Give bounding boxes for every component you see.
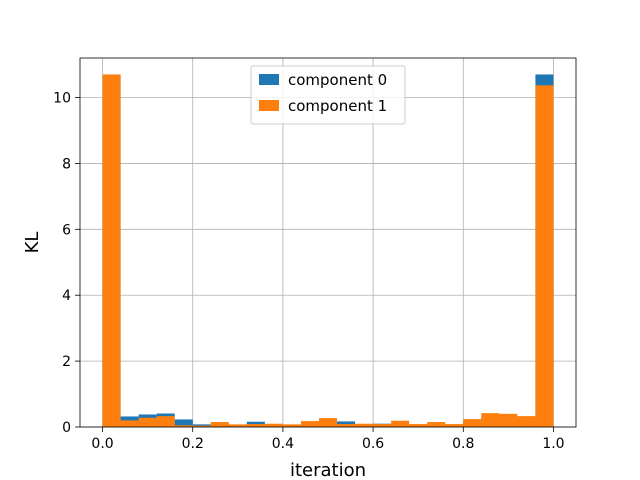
bar-component-1 — [373, 424, 392, 427]
bar-component-1 — [282, 424, 301, 427]
legend-box — [250, 65, 406, 125]
bar-component-1 — [156, 416, 175, 427]
ticks: 0.0 0.2 0.4 0.6 0.8 1.0 0 2 4 6 8 10 — [53, 91, 564, 452]
x-tick-label: 0.2 — [182, 436, 204, 452]
bar-component-1 — [409, 424, 428, 427]
legend: component 0 component 1 — [250, 65, 406, 125]
bar-component-1 — [102, 74, 121, 428]
plot-frame — [79, 57, 577, 428]
y-axis-label: KL — [22, 232, 43, 254]
bar-component-1 — [355, 423, 374, 427]
y-tick-label: 4 — [62, 288, 71, 304]
bar-component-1 — [445, 424, 464, 427]
bar-component-1 — [535, 85, 554, 428]
bar-component-1 — [499, 413, 518, 427]
legend-swatch-component-1 — [259, 100, 279, 111]
bar-component-1 — [391, 420, 410, 427]
x-tick-label: 0.0 — [91, 436, 113, 452]
bar-component-1 — [138, 417, 157, 427]
legend-label-component-0: component 0 — [288, 71, 387, 89]
bar-component-1 — [120, 420, 139, 427]
bar-component-1 — [228, 424, 247, 427]
bar-component-1 — [463, 419, 482, 427]
x-tick-label: 0.8 — [452, 436, 474, 452]
x-tick-label: 0.6 — [362, 436, 384, 452]
bars — [102, 74, 554, 428]
bar-component-1 — [246, 424, 265, 427]
bar-component-1 — [210, 422, 229, 427]
y-tick-label: 0 — [62, 420, 71, 436]
y-tick-label: 2 — [62, 354, 71, 370]
y-tick-label: 8 — [62, 156, 71, 172]
bar-component-1 — [427, 422, 446, 427]
bar-component-1 — [264, 423, 283, 427]
y-tick-label: 6 — [62, 222, 71, 238]
bar-component-1 — [300, 421, 319, 427]
y-tick-label: 10 — [53, 91, 71, 107]
x-tick-label: 1.0 — [542, 436, 564, 452]
legend-swatch-component-0 — [259, 74, 279, 85]
bar-component-1 — [318, 418, 338, 427]
bar-component-1 — [517, 416, 536, 427]
bar-component-1 — [174, 425, 193, 427]
bar-component-1 — [481, 413, 500, 427]
x-axis-label: iteration — [290, 460, 366, 480]
x-tick-label: 0.4 — [272, 436, 294, 452]
bar-component-0 — [174, 419, 193, 427]
legend-label-component-1: component 1 — [288, 97, 387, 115]
bar-component-1 — [337, 424, 356, 427]
bar-component-1 — [192, 425, 211, 427]
